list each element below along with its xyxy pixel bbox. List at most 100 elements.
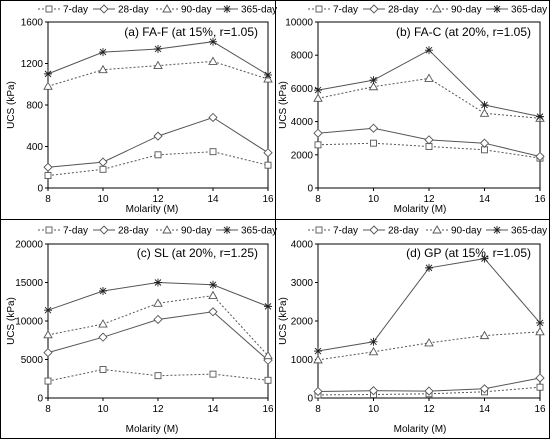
legend: 7-day 28-day 90-day 365-day — [308, 4, 547, 16]
legend-label: 365-day — [511, 5, 547, 16]
data-point — [370, 139, 377, 147]
y-tick-label: 8000 — [291, 51, 314, 62]
legend-label: 365-day — [241, 5, 277, 16]
legend-marker — [369, 225, 379, 235]
x-tick-label: 14 — [479, 404, 491, 415]
data-point — [479, 138, 490, 148]
data-point — [535, 373, 545, 383]
legend: 7-day 28-day 90-day 365-day — [308, 225, 547, 237]
series-line — [47, 116, 269, 168]
y-tick-label: 4000 — [291, 240, 314, 251]
data-point — [313, 128, 323, 138]
data-point — [43, 162, 53, 172]
series-line — [317, 49, 541, 118]
y-tick-label: 1200 — [21, 59, 44, 70]
series-line — [317, 386, 541, 396]
series-line — [317, 258, 541, 352]
legend-label: 7-day — [63, 5, 88, 16]
legend-marker — [162, 4, 172, 13]
legend-marker — [315, 226, 323, 234]
data-point — [44, 69, 52, 78]
data-point — [424, 135, 434, 145]
y-tick-label: 1600 — [21, 18, 44, 29]
x-axis-title: Molarity (M) — [394, 424, 447, 435]
y-tick-label: 800 — [26, 101, 43, 112]
x-tick-label: 14 — [207, 404, 219, 415]
legend-label: 28-day — [388, 226, 419, 237]
data-point — [154, 151, 162, 159]
data-point — [369, 76, 378, 85]
data-point — [368, 81, 379, 91]
series-365-day — [44, 37, 272, 79]
legend: 7-day 28-day 90-day 365-day — [38, 4, 277, 16]
data-point — [536, 112, 544, 121]
y-tick-label: 20000 — [15, 240, 43, 251]
legend-label: 7-day — [333, 5, 358, 16]
data-point — [153, 60, 163, 70]
y-tick-label: 4000 — [291, 117, 314, 128]
legend-marker — [315, 5, 323, 13]
data-point — [314, 347, 322, 356]
legend-marker — [99, 4, 109, 14]
data-point — [480, 101, 489, 109]
y-tick-label: 0 — [307, 184, 313, 195]
x-tick-label: 10 — [97, 194, 109, 205]
legend-label: 90-day — [451, 226, 482, 237]
legend-marker — [369, 4, 379, 14]
legend-label: 7-day — [63, 226, 88, 237]
data-point — [314, 86, 322, 95]
x-tick-label: 8 — [45, 194, 51, 205]
data-point — [98, 64, 108, 74]
data-point — [99, 366, 107, 373]
x-tick-label: 14 — [207, 194, 219, 205]
chart-title: (b) FA-C (at 20%, r=1.05) — [396, 25, 531, 39]
data-point — [479, 330, 490, 340]
legend-marker — [99, 225, 109, 235]
data-point — [313, 386, 323, 397]
x-tick-label: 16 — [534, 194, 546, 205]
data-point — [208, 290, 218, 300]
data-point — [479, 108, 490, 117]
data-point — [368, 346, 379, 356]
y-tick-label: 0 — [307, 394, 313, 405]
y-axis-title: UCS (kPa) — [6, 297, 17, 345]
legend-label: 90-day — [451, 5, 482, 16]
data-point — [479, 384, 490, 394]
legend-label: 28-day — [118, 226, 149, 237]
legend-label: 365-day — [241, 226, 277, 237]
x-axis-title: Molarity (M) — [126, 424, 179, 435]
series-28-day — [43, 112, 273, 172]
legend-marker — [432, 225, 442, 234]
data-point — [424, 73, 434, 82]
legend-marker — [432, 4, 442, 13]
series-365-day — [44, 278, 272, 315]
legend-marker — [223, 226, 231, 234]
chart-title: (c) SL (at 20%, r=1.25) — [137, 246, 258, 260]
data-point — [153, 131, 163, 141]
y-tick-label: 0 — [37, 184, 43, 195]
legend: 7-day 28-day 90-day 365-day — [38, 225, 277, 237]
data-point — [208, 307, 218, 317]
x-tick-label: 8 — [45, 404, 51, 415]
data-point — [99, 286, 107, 295]
data-point — [480, 254, 489, 263]
y-axis-title: UCS (kPa) — [278, 81, 289, 129]
data-point — [43, 347, 53, 358]
data-point — [44, 377, 52, 385]
data-point — [536, 318, 544, 327]
data-point — [314, 141, 322, 149]
data-point — [535, 326, 545, 336]
y-tick-label: 0 — [37, 394, 43, 405]
data-point — [99, 48, 107, 57]
legend-marker — [493, 226, 501, 234]
x-tick-label: 12 — [152, 404, 164, 415]
data-point — [424, 338, 434, 347]
legend-label: 28-day — [388, 5, 419, 16]
data-point — [209, 37, 217, 46]
x-tick-label: 16 — [262, 194, 274, 205]
legend-label: 365-day — [511, 226, 547, 237]
y-tick-label: 3000 — [291, 278, 314, 289]
series-line — [317, 142, 541, 159]
y-tick-label: 5000 — [21, 355, 44, 366]
